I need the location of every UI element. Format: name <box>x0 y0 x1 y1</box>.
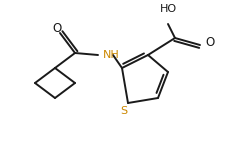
Text: NH: NH <box>103 50 120 60</box>
Text: S: S <box>120 106 128 116</box>
Text: O: O <box>205 36 214 50</box>
Text: O: O <box>52 21 62 35</box>
Text: HO: HO <box>159 4 176 14</box>
